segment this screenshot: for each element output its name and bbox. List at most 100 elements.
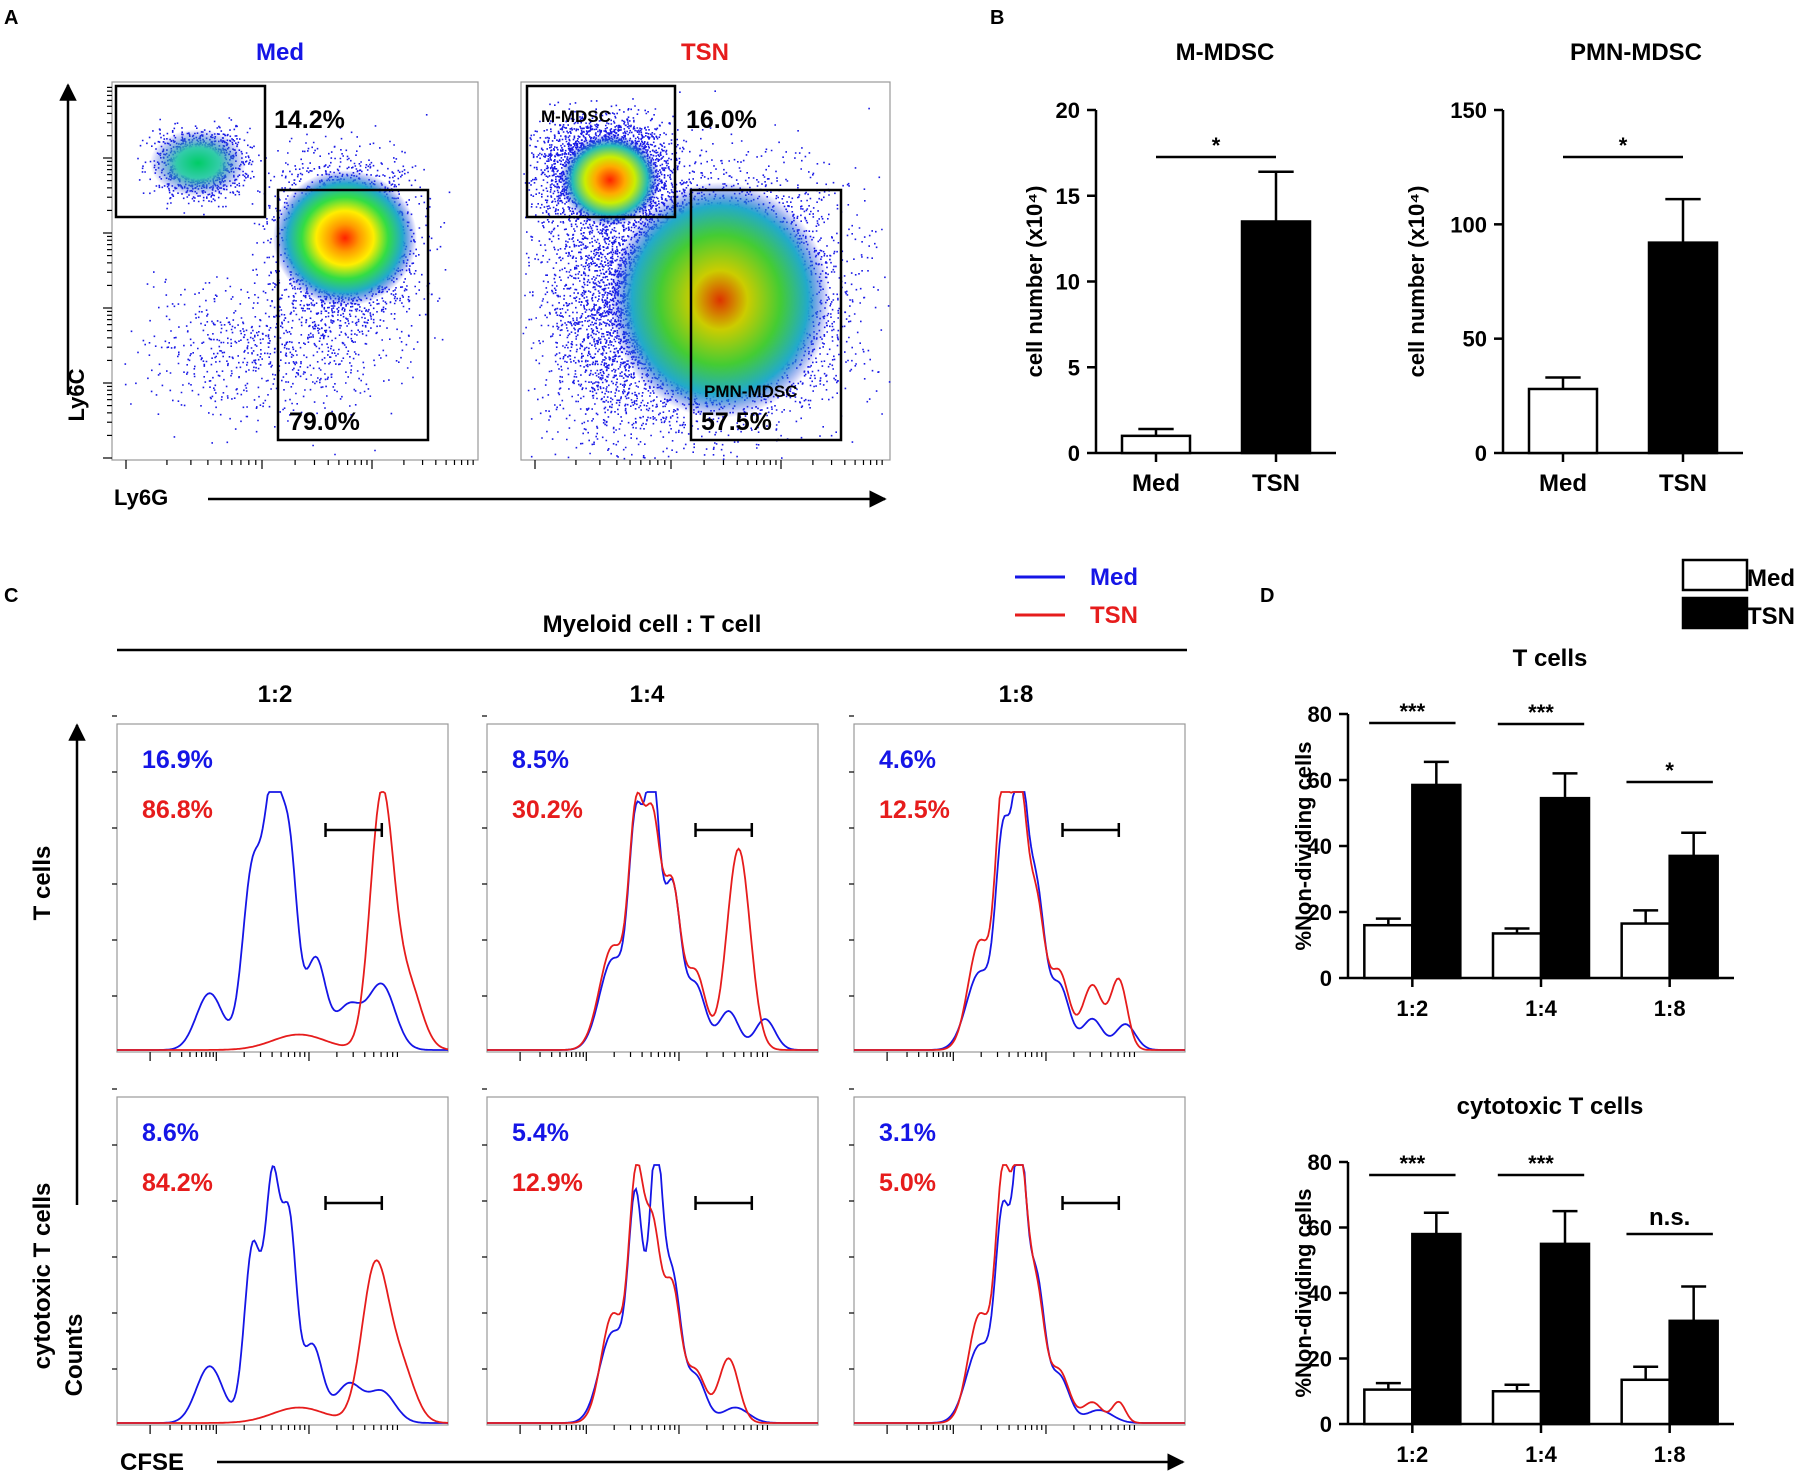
med-pmn-mdsc-gate <box>276 188 430 442</box>
tsn-histogram-line <box>117 791 449 1051</box>
x-tick-label: 1:2 <box>1396 996 1428 1021</box>
ratio-label-1-8: 1:8 <box>999 681 1034 708</box>
med-m-mdsc-density <box>150 129 246 197</box>
row-label-cytotoxic-t-cells: cytotoxic T cells <box>29 1183 56 1370</box>
significance-marker: *** <box>1528 700 1554 725</box>
tsn-percent: 30.2% <box>512 796 583 824</box>
med-m-mdsc-percent: 14.2% <box>274 106 345 134</box>
med-percent: 4.6% <box>879 746 936 774</box>
med-dot-plot: 14.2% 79.0% <box>111 81 479 461</box>
bar-tsn <box>1647 241 1719 455</box>
med-pmn-mdsc-percent: 79.0% <box>289 408 360 436</box>
y-tick-label: 80 <box>1308 702 1332 727</box>
tsn-dot-plot: M-MDSC 16.0% PMN-MDSC 57.5% <box>520 81 891 461</box>
y-tick-label: 10 <box>1056 270 1080 295</box>
med-percent: 8.5% <box>512 746 569 774</box>
ratio-label-1-2: 1:2 <box>258 681 293 708</box>
significance-marker: *** <box>1399 699 1425 724</box>
med-percent: 8.6% <box>142 1119 199 1147</box>
tsn-histogram-line <box>487 791 818 1051</box>
tsn-histogram-line <box>487 1164 818 1424</box>
tsn-percent: 12.5% <box>879 796 950 824</box>
tsn-pmn-mdsc-percent: 57.5% <box>701 408 772 436</box>
y-tick-label: 20 <box>1056 98 1080 123</box>
panel-label-a: A <box>4 7 18 29</box>
y-tick-label: 15 <box>1056 184 1080 209</box>
bar-med <box>1363 1388 1414 1426</box>
tsn-m-mdsc-gate-label: M-MDSC <box>541 107 611 126</box>
med-percent: 16.9% <box>142 746 213 774</box>
bar-tsn <box>1668 1319 1719 1426</box>
y-axis-label: %Non-dividing cells <box>1291 1188 1316 1397</box>
significance-marker: * <box>1212 133 1221 158</box>
y-axis-label: cell number (x10⁴) <box>1022 186 1047 378</box>
ly6c-axis-label: Ly6C <box>64 368 89 421</box>
y-tick-label: 60 <box>1308 1216 1332 1241</box>
histogram-frame <box>116 723 449 1053</box>
histogram-cytotoxic-1-2: 8.6% 84.2% <box>112 1088 449 1434</box>
legend-tsn-label: TSN <box>1090 602 1138 629</box>
y-tick-label: 5 <box>1068 355 1080 380</box>
histogram-cytotoxic-1-8: 3.1% 5.0% <box>849 1088 1186 1434</box>
x-tick-label: TSN <box>1252 470 1300 497</box>
histogram-frame <box>853 723 1186 1053</box>
panel-label-c: C <box>4 585 18 607</box>
x-tick-label: 1:2 <box>1396 1442 1428 1467</box>
bar-tsn <box>1668 854 1719 980</box>
histogram-frame <box>853 1096 1186 1426</box>
ratio-label-1-4: 1:4 <box>630 681 665 708</box>
histogram-frame <box>486 723 819 1053</box>
chart-title: cytotoxic T cells <box>1457 1093 1644 1120</box>
med-histogram-line <box>117 791 448 1051</box>
cfse-axis-label: CFSE <box>120 1449 184 1474</box>
chart-title: M-MDSC <box>1176 39 1275 66</box>
legend-d-med-label: Med <box>1747 565 1795 592</box>
tsn-percent: 84.2% <box>142 1169 213 1197</box>
histogram-t-cells-1-8: 4.6% 12.5% <box>849 715 1186 1061</box>
x-tick-label: Med <box>1539 470 1587 497</box>
panel-c: Myeloid cell : T cell Med TSN 1:2 1:4 1:… <box>29 564 1187 1474</box>
cfse-histograms: 16.9% 86.8% 8.5% 30.2% 4.6% 12.5% 8.6% 84.2% 5.4… <box>112 715 1186 1434</box>
panel-d-legend: Med TSN <box>1681 558 1795 630</box>
bar-med <box>1620 922 1671 980</box>
significance-marker: *** <box>1528 1151 1554 1176</box>
tsn-percent: 86.8% <box>142 796 213 824</box>
y-tick-label: 60 <box>1308 768 1332 793</box>
significance-marker: * <box>1619 133 1628 158</box>
bar-med <box>1527 387 1599 455</box>
bar-med <box>1620 1378 1671 1426</box>
legend-med-swatch <box>1681 558 1749 592</box>
bar-med <box>1363 923 1414 980</box>
significance-marker: *** <box>1399 1151 1425 1176</box>
pmn-mdsc-bar-chart: PMN-MDSC 0 50 100 150 cell number (x10⁴) Med TS… <box>1404 39 1743 497</box>
histogram-t-cells-1-4: 8.5% 30.2% <box>482 715 819 1061</box>
med-histogram-line <box>117 1165 448 1424</box>
x-tick-label: TSN <box>1659 470 1707 497</box>
legend-tsn-swatch <box>1681 596 1749 630</box>
row-label-t-cells: T cells <box>29 846 56 921</box>
med-percent: 3.1% <box>879 1119 936 1147</box>
m-mdsc-bar-chart: M-MDSC 0 5 10 15 20 cell number (x10⁴) Med TSN * <box>1022 39 1336 497</box>
tsn-histogram-line <box>854 791 1185 1051</box>
tsn-pmn-mdsc-gate-label: PMN-MDSC <box>704 382 798 401</box>
histogram-legend: Med TSN <box>1015 564 1138 629</box>
chart-title: PMN-MDSC <box>1570 39 1702 66</box>
panel-a: Med TSN 14.2% 79.0% M-MDSC 16.0% PMN-MDS… <box>59 39 891 510</box>
tsn-pmn-mdsc-gate <box>689 188 843 442</box>
y-tick-label: 0 <box>1320 966 1332 991</box>
histogram-t-cells-1-2: 16.9% 86.8% <box>112 715 449 1061</box>
y-axis-label: %Non-dividing cells <box>1291 741 1316 950</box>
med-pmn-mdsc-density <box>273 170 417 306</box>
y-tick-label: 40 <box>1308 834 1332 859</box>
bar-tsn <box>1411 783 1462 980</box>
histogram-cytotoxic-1-4: 5.4% 12.9% <box>482 1088 819 1434</box>
med-percent: 5.4% <box>512 1119 569 1147</box>
tsn-percent: 5.0% <box>879 1169 936 1197</box>
y-tick-label: 20 <box>1308 900 1332 925</box>
y-tick-label: 80 <box>1308 1150 1332 1175</box>
bar-med <box>1120 434 1192 455</box>
significance-marker: * <box>1665 758 1674 783</box>
tsn-m-mdsc-density <box>560 134 660 226</box>
